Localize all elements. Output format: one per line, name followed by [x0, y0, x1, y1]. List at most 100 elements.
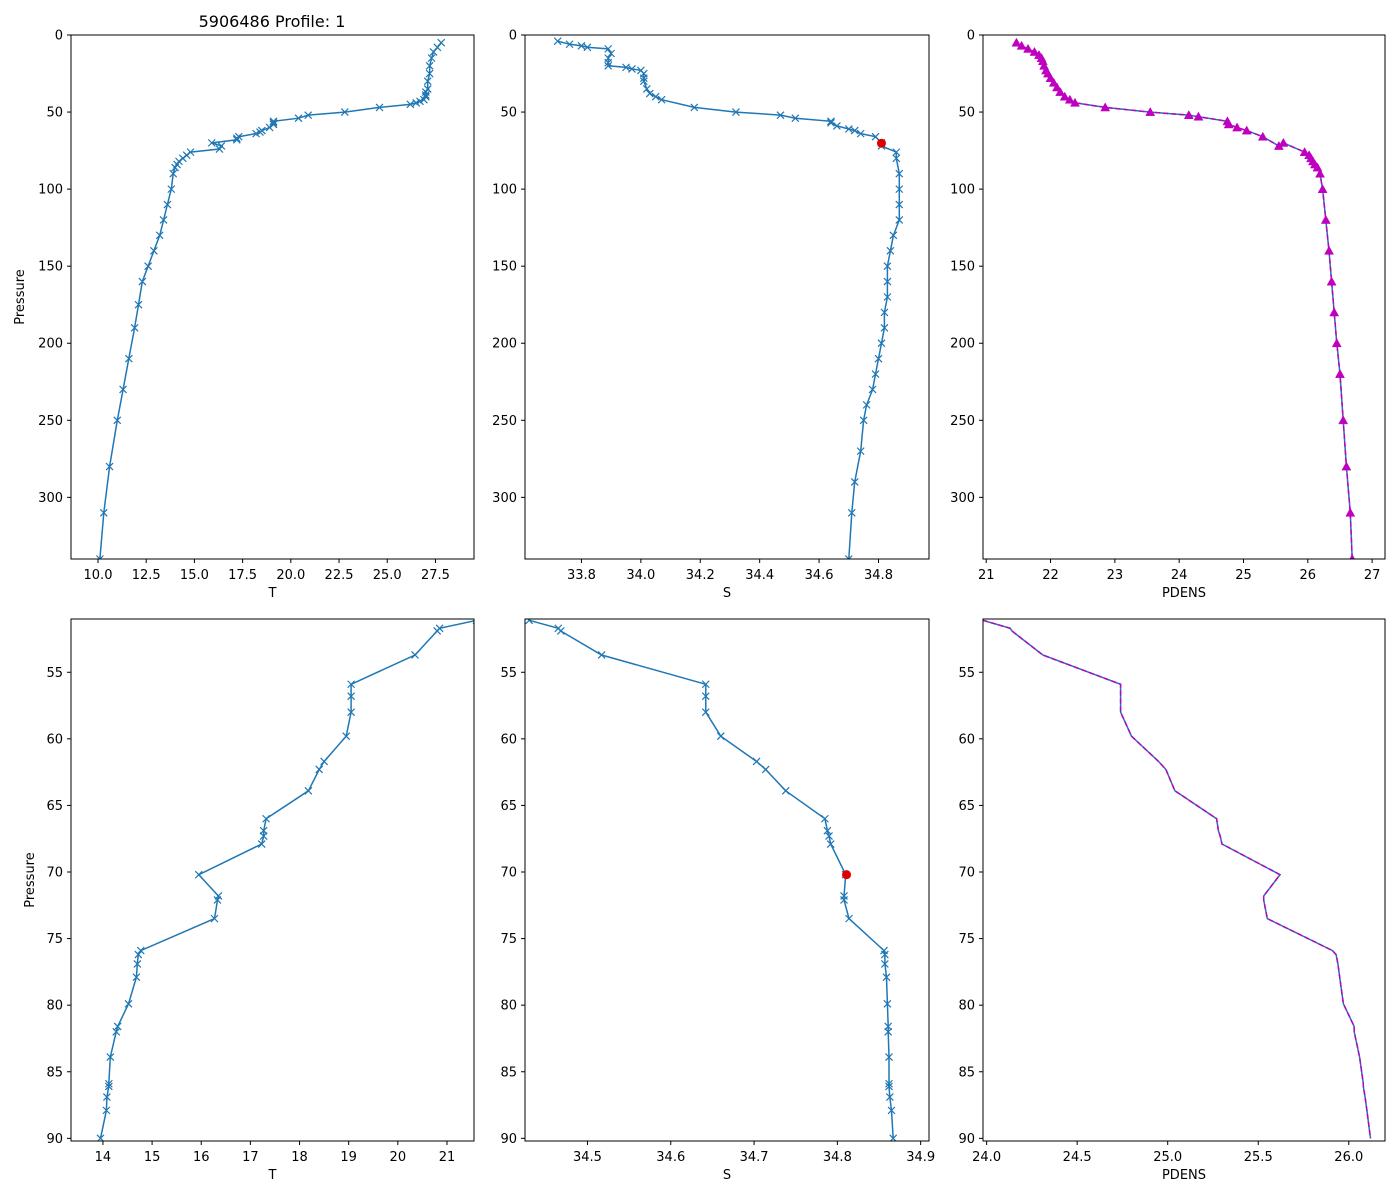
figure-title: 5906486 Profile: 1	[199, 12, 346, 31]
data-point	[845, 914, 853, 923]
data-point	[791, 114, 800, 123]
data-point	[207, 138, 216, 147]
data-point	[1335, 369, 1345, 378]
axes-frame	[982, 618, 1386, 1142]
data-point	[716, 732, 725, 741]
panel-t-full: 10.0 12.5 15.0 17.5 20.0 22.5 25.0 27.5 0 50 100 15…	[13, 29, 475, 601]
profile-line	[1016, 42, 1353, 559]
data-point	[1312, 162, 1323, 172]
data-point	[826, 840, 835, 848]
y-tick-label: 60	[500, 732, 517, 747]
data-point	[124, 999, 133, 1008]
y-tick-label: 250	[38, 414, 63, 429]
data-point	[862, 400, 871, 409]
x-tick-label: 34.5	[573, 1150, 602, 1165]
x-tick-label: 25.5	[1244, 1150, 1273, 1165]
x-axis-label: T	[268, 1168, 277, 1183]
y-tick-label: 50	[46, 106, 63, 121]
data-point	[1183, 110, 1194, 119]
data-point	[1055, 87, 1066, 96]
x-tick-label: 12.5	[132, 568, 161, 583]
data-point	[124, 354, 133, 363]
data-point	[597, 651, 606, 659]
x-tick-label: 34.2	[686, 568, 715, 583]
y-tick-label: 90	[958, 1132, 975, 1147]
data-point	[262, 814, 271, 823]
y-tick-label: 200	[38, 337, 63, 352]
data-point	[113, 416, 122, 425]
x-tick-label: 24.0	[972, 1150, 1001, 1165]
data-point	[877, 339, 886, 348]
data-point	[1100, 102, 1111, 112]
data-point	[885, 1079, 893, 1088]
y-tick-label: 300	[950, 491, 975, 506]
axes-frame	[70, 618, 475, 1142]
data-point	[1223, 119, 1234, 129]
x-tick-label: 18	[291, 1150, 308, 1165]
data-point	[265, 123, 274, 132]
data-point	[1341, 461, 1352, 471]
axes-frame	[982, 34, 1386, 560]
data-point	[257, 840, 266, 848]
panel-s-zoom: 34.5 34.6 34.7 34.8 34.9 55 60 65 70 75 80 85 90 S	[500, 618, 935, 1183]
data-point	[892, 154, 901, 163]
y-axis-label: Pressure	[23, 852, 38, 908]
data-point	[1059, 91, 1070, 101]
data-point	[412, 98, 421, 107]
data-point	[194, 870, 203, 879]
data-point	[133, 959, 142, 968]
data-point	[294, 114, 303, 123]
data-point	[105, 462, 114, 471]
data-point	[622, 63, 630, 72]
x-tick-label: 15	[144, 1150, 161, 1165]
data-point	[1324, 245, 1334, 255]
data-point	[1326, 276, 1337, 286]
data-point	[425, 69, 434, 78]
highlight-point	[842, 870, 852, 880]
data-point	[269, 117, 278, 126]
y-tick-label: 0	[967, 29, 975, 44]
data-point	[847, 508, 856, 517]
y-tick-label: 60	[46, 732, 63, 747]
y-tick-label: 70	[958, 866, 975, 881]
data-point	[823, 826, 832, 835]
data-point	[159, 216, 168, 224]
plot-area	[95, 38, 446, 559]
data-point	[155, 231, 164, 240]
x-tick-label: 24.5	[1063, 1150, 1092, 1165]
data-point	[871, 132, 880, 141]
x-tick-label: 24	[1171, 568, 1188, 583]
profile-line-dashed	[983, 619, 1372, 1139]
data-point	[1064, 94, 1075, 104]
x-tick-label: 26	[1300, 568, 1317, 583]
x-tick-label: 34.0	[626, 568, 655, 583]
data-point	[690, 103, 699, 112]
y-tick-label: 80	[46, 999, 63, 1014]
y-tick-label: 70	[500, 866, 517, 881]
x-tick-label: 17	[242, 1150, 259, 1165]
data-point	[604, 44, 613, 53]
y-tick-label: 150	[492, 260, 517, 275]
x-tick-label: 27	[1364, 568, 1381, 583]
data-point	[1299, 147, 1310, 156]
data-point	[895, 169, 904, 178]
data-point	[832, 122, 841, 130]
x-tick-label: 16	[193, 1150, 210, 1165]
data-point	[252, 129, 261, 138]
data-point	[104, 1082, 113, 1091]
y-tick-label: 55	[958, 666, 975, 681]
data-point	[1329, 307, 1340, 317]
data-point	[874, 354, 883, 363]
data-point	[340, 108, 349, 116]
x-tick-label: 19	[340, 1150, 357, 1165]
y-axis-label: Pressure	[13, 269, 28, 325]
data-point	[885, 1053, 893, 1062]
data-point	[1257, 131, 1268, 141]
axes-frame	[70, 34, 475, 560]
data-point	[840, 896, 848, 904]
x-tick-label: 15.0	[180, 568, 209, 583]
profile-line	[983, 619, 1372, 1139]
data-point	[639, 77, 648, 86]
x-tick-label: 34.8	[823, 1150, 852, 1165]
